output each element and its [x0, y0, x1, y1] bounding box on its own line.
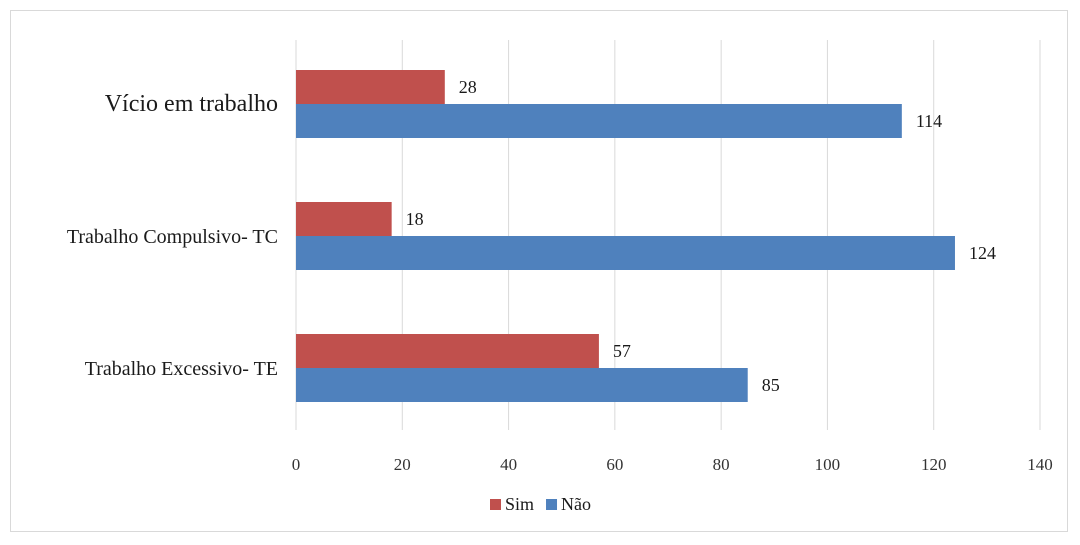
tick-label-100: 100 [815, 455, 841, 474]
bar-nao-trabalho-excessivo-te [296, 368, 748, 402]
tick-label-120: 120 [921, 455, 947, 474]
data-label-nao-trabalho-excessivo-te: 85 [762, 375, 780, 395]
chart-frame [10, 10, 1068, 532]
data-label-nao-vicio-em-trabalho: 114 [916, 111, 942, 131]
x-axis-tick-labels: 0 20 40 60 80 100 120 140 [292, 455, 1053, 474]
tick-label-0: 0 [292, 455, 301, 474]
legend-swatch-sim [490, 499, 501, 510]
tick-label-40: 40 [500, 455, 517, 474]
bar-sim-trabalho-excessivo-te [296, 334, 599, 368]
category-labels: Vício em trabalho Trabalho Compulsivo- TC… [67, 91, 278, 380]
data-label-sim-trabalho-excessivo-te: 57 [613, 341, 631, 361]
tick-label-20: 20 [394, 455, 411, 474]
category-label-vicio-em-trabalho: Vício em trabalho [105, 91, 278, 117]
data-labels: 28 114 18 124 57 85 [406, 77, 996, 395]
bar-nao-trabalho-compulsivo-tc [296, 236, 955, 270]
bar-nao-vicio-em-trabalho [296, 104, 902, 138]
tick-label-60: 60 [606, 455, 623, 474]
bar-sim-trabalho-compulsivo-tc [296, 202, 392, 236]
legend: Sim Não [490, 494, 591, 514]
bars [296, 70, 955, 402]
bar-sim-vicio-em-trabalho [296, 70, 445, 104]
legend-label-nao: Não [561, 494, 591, 514]
tick-label-140: 140 [1027, 455, 1053, 474]
tick-label-80: 80 [713, 455, 730, 474]
legend-swatch-nao [546, 499, 558, 510]
data-label-sim-vicio-em-trabalho: 28 [459, 77, 477, 97]
data-label-nao-trabalho-compulsivo-tc: 124 [969, 243, 996, 263]
data-label-sim-trabalho-compulsivo-tc: 18 [406, 209, 424, 229]
category-label-trabalho-compulsivo-tc: Trabalho Compulsivo- TC [67, 226, 278, 248]
legend-label-sim: Sim [505, 494, 534, 514]
category-label-trabalho-excessivo-te: Trabalho Excessivo- TE [85, 358, 278, 380]
